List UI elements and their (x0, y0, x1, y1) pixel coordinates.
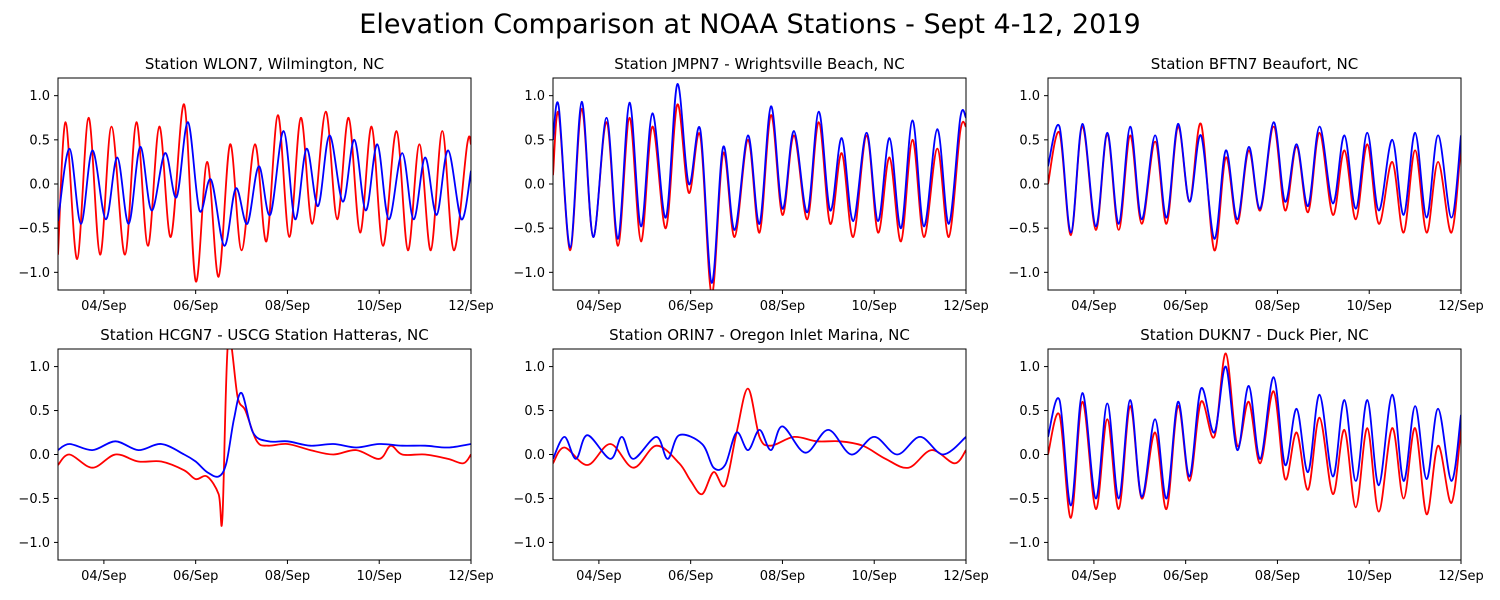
y-tick-label: −0.5 (18, 222, 50, 237)
y-tick-label: −1.0 (1008, 536, 1040, 551)
subplot-5: Station ORIN7 - Oregon Inlet Marina, NC −… (513, 326, 988, 584)
subplot-title: Station HCGN7 - USCG Station Hatteras, N… (100, 326, 429, 344)
x-tick-label: 04/Sep (81, 299, 126, 314)
series-line-2 (1048, 365, 1461, 507)
y-tick-label: 1.0 (1019, 360, 1040, 375)
x-tick-label: 04/Sep (1071, 569, 1116, 584)
y-tick-label: −0.5 (513, 492, 545, 507)
y-tick-label: 0.0 (29, 448, 50, 463)
plot-frame (57, 77, 472, 291)
y-tick-label: 1.0 (29, 89, 50, 104)
y-tick-label: −1.0 (18, 266, 50, 281)
y-tick-label: 1.0 (524, 89, 545, 104)
x-tick-label: 06/Sep (668, 299, 713, 314)
subplot-1: Station WLON7, Wilmington, NC −1.0 −0.5 0.0… (18, 55, 493, 314)
y-tick-label: −1.0 (18, 536, 50, 551)
x-tick-label: 12/Sep (1438, 569, 1483, 584)
series-line-1 (553, 387, 966, 496)
series-line-1 (58, 349, 471, 527)
y-tick-label: 0.0 (1019, 448, 1040, 463)
y-tick-label: 0.0 (524, 178, 545, 193)
plot-frame (552, 77, 967, 291)
x-tick-label: 12/Sep (448, 299, 493, 314)
y-tick-label: 1.0 (29, 360, 50, 375)
y-tick-label: 1.0 (524, 360, 545, 375)
x-tick-label: 04/Sep (81, 569, 126, 584)
subplot-title: Station ORIN7 - Oregon Inlet Marina, NC (609, 326, 910, 344)
x-tick-label: 06/Sep (668, 569, 713, 584)
y-tick-label: −1.0 (1008, 266, 1040, 281)
x-tick-label: 12/Sep (1438, 299, 1483, 314)
y-tick-label: −1.0 (513, 536, 545, 551)
x-tick-label: 08/Sep (1255, 299, 1300, 314)
x-tick-label: 08/Sep (265, 299, 310, 314)
subplot-4: Station HCGN7 - USCG Station Hatteras, N… (18, 326, 493, 584)
y-tick-label: 0.5 (1019, 133, 1040, 148)
series-line-2 (553, 83, 966, 284)
x-tick-label: 08/Sep (265, 569, 310, 584)
y-tick-label: −0.5 (1008, 492, 1040, 507)
x-tick-label: 10/Sep (357, 299, 402, 314)
subplot-title: Station WLON7, Wilmington, NC (145, 55, 384, 73)
y-tick-label: 0.5 (29, 404, 50, 419)
series-line-2 (1048, 121, 1461, 240)
x-tick-label: 10/Sep (1347, 569, 1392, 584)
subplot-title: Station JMPN7 - Wrightsville Beach, NC (614, 55, 905, 73)
x-tick-label: 10/Sep (852, 569, 897, 584)
y-tick-label: 0.5 (1019, 404, 1040, 419)
x-tick-label: 12/Sep (943, 299, 988, 314)
y-tick-label: −1.0 (513, 266, 545, 281)
subplot-6: Station DUKN7 - Duck Pier, NC −1.0 −0.5 0.0… (1008, 326, 1483, 584)
x-tick-label: 06/Sep (1163, 299, 1208, 314)
x-tick-label: 04/Sep (576, 299, 621, 314)
subplot-title: Station BFTN7 Beaufort, NC (1151, 55, 1358, 73)
y-tick-label: 0.0 (1019, 178, 1040, 193)
x-tick-label: 10/Sep (852, 299, 897, 314)
x-tick-label: 10/Sep (1347, 299, 1392, 314)
y-tick-label: 0.0 (524, 448, 545, 463)
y-tick-label: 0.5 (524, 404, 545, 419)
x-tick-label: 04/Sep (1071, 299, 1116, 314)
x-tick-label: 06/Sep (1163, 569, 1208, 584)
figure-title: Elevation Comparison at NOAA Stations - … (359, 9, 1140, 40)
series-line-1 (1048, 352, 1461, 519)
y-tick-label: 1.0 (1019, 89, 1040, 104)
series-line-2 (58, 392, 471, 478)
x-tick-label: 06/Sep (173, 299, 218, 314)
panels: Station WLON7, Wilmington, NC −1.0 −0.5 0.0… (18, 55, 1483, 584)
y-tick-label: −0.5 (1008, 222, 1040, 237)
y-tick-label: −0.5 (18, 492, 50, 507)
y-tick-label: −0.5 (513, 222, 545, 237)
y-tick-label: 0.5 (524, 133, 545, 148)
x-tick-label: 12/Sep (943, 569, 988, 584)
subplot-2: Station JMPN7 - Wrightsville Beach, NC −1… (513, 55, 988, 314)
x-tick-label: 12/Sep (448, 569, 493, 584)
series-line-1 (58, 103, 471, 283)
x-tick-label: 08/Sep (760, 569, 805, 584)
x-tick-label: 06/Sep (173, 569, 218, 584)
x-tick-label: 08/Sep (1255, 569, 1300, 584)
subplot-3: Station BFTN7 Beaufort, NC −1.0 −0.5 0.0 0.5… (1008, 55, 1483, 314)
subplot-title: Station DUKN7 - Duck Pier, NC (1140, 326, 1368, 344)
x-tick-label: 10/Sep (357, 569, 402, 584)
series-line-2 (553, 425, 966, 471)
y-tick-label: 0.0 (29, 178, 50, 193)
x-tick-label: 08/Sep (760, 299, 805, 314)
series-line-2 (58, 121, 471, 247)
y-tick-label: 0.5 (29, 133, 50, 148)
x-tick-label: 04/Sep (576, 569, 621, 584)
